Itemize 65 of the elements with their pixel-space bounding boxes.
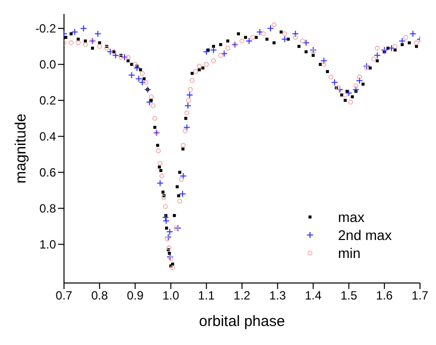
point bbox=[356, 77, 363, 84]
point bbox=[71, 28, 78, 36]
point bbox=[363, 62, 370, 70]
point bbox=[292, 30, 299, 38]
x-tick-label: 0.7 bbox=[56, 288, 73, 303]
point bbox=[202, 48, 210, 56]
point bbox=[162, 217, 170, 224]
point bbox=[135, 75, 142, 82]
x-tick-label: 1.4 bbox=[304, 288, 322, 303]
point bbox=[146, 98, 153, 106]
point bbox=[80, 24, 88, 32]
legend-label: min bbox=[338, 245, 361, 261]
point bbox=[162, 214, 169, 221]
point bbox=[186, 91, 194, 98]
point bbox=[174, 224, 182, 232]
point bbox=[166, 228, 174, 236]
point bbox=[388, 44, 396, 52]
point bbox=[164, 234, 172, 241]
point bbox=[352, 86, 360, 94]
point bbox=[380, 46, 388, 54]
point bbox=[320, 57, 328, 64]
x-tick-label: 1.3 bbox=[269, 288, 286, 303]
point bbox=[246, 37, 253, 44]
point bbox=[138, 78, 146, 86]
point bbox=[302, 39, 310, 46]
y-tick-label: 0.4 bbox=[39, 130, 56, 144]
point bbox=[331, 78, 338, 86]
x-tick-label: 1.2 bbox=[234, 288, 251, 303]
point bbox=[409, 30, 416, 38]
point bbox=[398, 37, 406, 44]
point bbox=[133, 64, 140, 72]
point bbox=[210, 46, 218, 54]
x-tick-label: 1.6 bbox=[376, 288, 394, 303]
point bbox=[374, 52, 381, 59]
point bbox=[94, 30, 102, 38]
point bbox=[166, 253, 174, 260]
point bbox=[121, 54, 128, 61]
x-tick-label: 0.8 bbox=[91, 288, 108, 303]
point bbox=[156, 180, 164, 187]
x-tick-label: 0.9 bbox=[126, 288, 144, 303]
x-tick-label: 1.5 bbox=[340, 288, 358, 303]
y-tick-label: 1.0 bbox=[39, 238, 56, 252]
y-tick-label: 0.0 bbox=[39, 58, 56, 72]
x-tick-label: 1.1 bbox=[198, 288, 216, 303]
point bbox=[256, 28, 264, 36]
point bbox=[266, 24, 274, 32]
y-tick-label: 0.6 bbox=[39, 166, 56, 180]
legend-label: 2nd max bbox=[338, 227, 392, 243]
y-axis-title: magnitude bbox=[12, 113, 30, 184]
y-tick-label: 0.8 bbox=[39, 202, 56, 216]
y-tick-label: -0.2 bbox=[35, 22, 56, 36]
point bbox=[183, 124, 190, 131]
y-tick-label: 0.2 bbox=[39, 94, 56, 108]
x-tick-label: 1.7 bbox=[412, 288, 429, 303]
legend-label: max bbox=[338, 209, 364, 225]
point bbox=[184, 102, 192, 110]
point bbox=[220, 50, 228, 58]
x-axis-title: orbital phase bbox=[199, 313, 285, 330]
point bbox=[281, 36, 288, 43]
x-tick-label: 1.0 bbox=[162, 288, 180, 303]
point bbox=[128, 72, 136, 79]
point bbox=[180, 172, 187, 180]
point bbox=[310, 46, 317, 54]
point bbox=[345, 90, 352, 97]
point bbox=[179, 190, 186, 198]
